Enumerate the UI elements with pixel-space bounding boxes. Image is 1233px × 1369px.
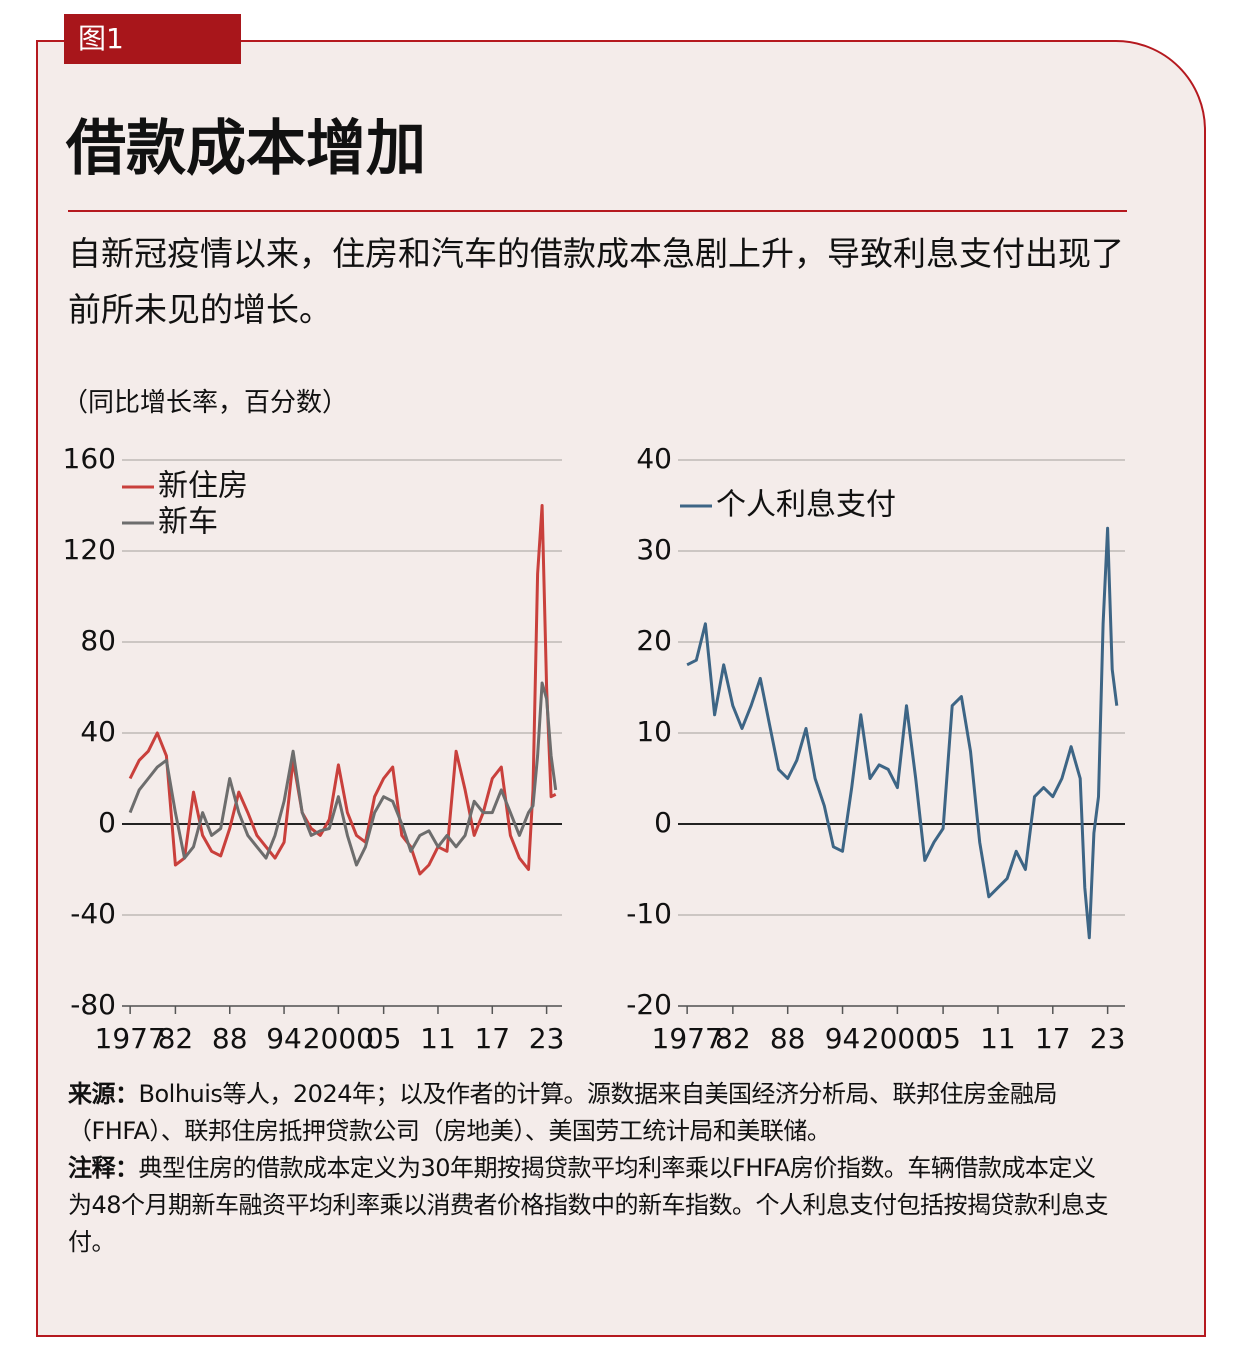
y-tick-label: -20 [626,988,672,1021]
x-tick-label: 05 [366,1022,402,1055]
series-line [128,681,558,867]
y-tick-label: -10 [626,897,672,930]
x-tick-label: 94 [825,1022,861,1055]
x-tick-label: 17 [474,1022,510,1055]
y-tick-label: 30 [636,533,672,566]
source-text: Bolhuis等人，2024年；以及作者的计算。源数据来自美国经济分析局、联邦住… [68,1080,1058,1145]
y-tick-label: 40 [80,715,116,748]
y-tick-label: 80 [80,624,116,657]
source-label: 来源： [68,1080,139,1108]
x-tick-label: 88 [212,1022,248,1055]
title-rule [68,210,1127,212]
y-tick-label: -80 [70,988,116,1021]
x-tick-label: 23 [529,1022,565,1055]
source: 来源：Bolhuis等人，2024年；以及作者的计算。源数据来自美国经济分析局、… [68,1076,1118,1150]
figure-label: 图1 [64,14,241,64]
x-tick-label: 2000 [862,1022,933,1055]
y-tick-label: 0 [654,806,672,839]
subtitle: 自新冠疫情以来，住房和汽车的借款成本急剧上升，导致利息支付出现了前所未见的增长。 [68,234,1124,329]
y-tick-label: 160 [63,442,116,475]
note: 注释：典型住房的借款成本定义为30年期按揭贷款平均利率乘以FHFA房价指数。车辆… [68,1150,1118,1261]
notes: 来源：Bolhuis等人，2024年；以及作者的计算。源数据来自美国经济分析局、… [68,1076,1118,1261]
x-tick-label: 11 [420,1022,456,1055]
x-tick-label: 94 [266,1022,302,1055]
legend-label: 个人利息支付 [716,488,896,523]
legend-label: 新车 [158,505,218,540]
x-tick-label: 88 [770,1022,806,1055]
x-tick-label: 17 [1035,1022,1071,1055]
x-tick-label: 11 [980,1022,1016,1055]
y-tick-label: 10 [636,715,672,748]
x-tick-label: 82 [715,1022,751,1055]
x-tick-label: 23 [1090,1022,1126,1055]
y-tick-label: -40 [70,897,116,930]
x-tick-label: 1977 [95,1022,166,1055]
y-tick-label: 40 [636,442,672,475]
x-tick-label: 1977 [652,1022,723,1055]
frame [36,40,1206,1337]
y-tick-label: 120 [63,533,116,566]
unit-label: （同比增长率，百分数） [62,388,349,418]
legend-label: 新住房 [158,469,248,504]
series-line [128,504,557,876]
x-tick-label: 05 [925,1022,961,1055]
x-tick-label: 82 [158,1022,194,1055]
title: 借款成本增加 [66,114,426,184]
note-label: 注释： [68,1154,139,1182]
x-tick-label: 2000 [303,1022,374,1055]
y-tick-label: 0 [98,806,116,839]
note-text: 典型住房的借款成本定义为30年期按揭贷款平均利率乘以FHFA房价指数。车辆借款成… [68,1154,1109,1256]
y-tick-label: 20 [636,624,672,657]
series-line [686,526,1119,940]
